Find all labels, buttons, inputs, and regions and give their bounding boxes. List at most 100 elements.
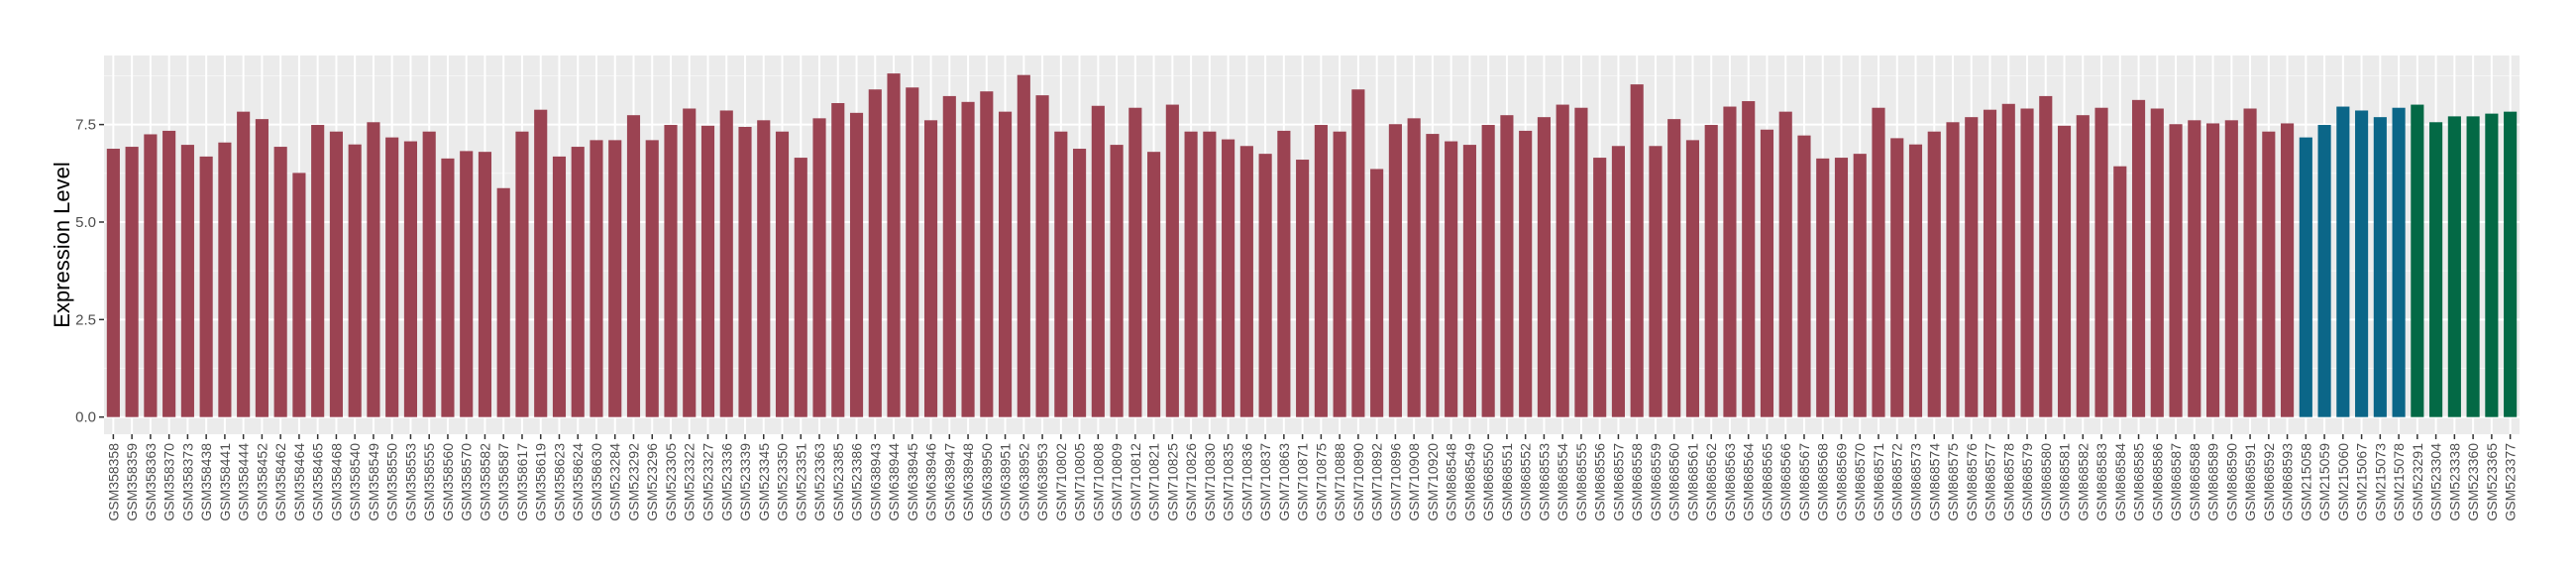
x-tick-label: GSM868560: [1666, 443, 1682, 521]
x-tick-label: GSM358624: [570, 443, 586, 521]
bar-GSM868562: [1704, 125, 1718, 417]
bar-GSM868548: [1445, 141, 1458, 417]
x-tick-label: GSM523296: [644, 443, 660, 521]
x-tick-label: GSM868548: [1444, 443, 1459, 521]
bar-GSM868561: [1685, 140, 1700, 417]
x-tick-label: GSM868578: [2000, 443, 2016, 521]
x-tick-label: GSM523363: [811, 443, 827, 521]
bar-GSM710812: [1128, 107, 1142, 417]
bar-GSM868572: [1890, 138, 1904, 417]
bar-GSM358441: [218, 142, 232, 417]
bar-GSM358452: [255, 119, 268, 417]
x-tick-label: GSM868586: [2149, 443, 2165, 521]
bar-GSM358623: [552, 156, 567, 417]
x-tick-label: GSM523385: [830, 443, 846, 521]
x-tick-label: GSM215078: [2391, 443, 2407, 521]
bar-GSM523304: [2429, 122, 2443, 417]
x-tick-label: GSM868584: [2112, 443, 2128, 521]
y-tick-label: 7.5: [75, 117, 96, 134]
x-tick-label: GSM523304: [2428, 443, 2444, 521]
bar-GSM868549: [1462, 145, 1476, 417]
bar-GSM358438: [199, 156, 213, 417]
x-tick-label: GSM523336: [718, 443, 734, 521]
bar-GSM868573: [1908, 144, 1923, 417]
x-tick-label: GSM710812: [1127, 443, 1143, 521]
x-tick-label: GSM868568: [1815, 443, 1831, 521]
x-tick-label: GSM868581: [2057, 443, 2073, 521]
x-tick-label: GSM868562: [1703, 443, 1719, 521]
bar-GSM523363: [812, 118, 826, 417]
bar-GSM638947: [942, 95, 956, 417]
bar-GSM868593: [2281, 123, 2295, 417]
x-tick-label: GSM523365: [2484, 443, 2500, 521]
bar-GSM358464: [292, 172, 306, 417]
bar-GSM868592: [2262, 131, 2276, 417]
bar-GSM868583: [2094, 107, 2108, 417]
x-tick-label: GSM868579: [2019, 443, 2035, 521]
x-tick-label: GSM523386: [849, 443, 865, 521]
x-tick-label: GSM358359: [124, 443, 140, 521]
x-tick-label: GSM710808: [1090, 443, 1106, 521]
x-tick-label: GSM868593: [2280, 443, 2296, 521]
x-tick-label: GSM215067: [2354, 443, 2370, 521]
y-tick-label: 0.0: [75, 409, 96, 426]
bar-GSM358560: [441, 158, 455, 417]
bar-GSM523291: [2411, 104, 2424, 417]
x-tick-label: GSM215073: [2372, 443, 2388, 521]
bar-GSM523339: [738, 126, 752, 417]
bar-GSM358465: [311, 125, 325, 417]
x-tick-label: GSM358555: [421, 443, 437, 521]
bar-GSM868559: [1649, 146, 1663, 417]
x-tick-label: GSM358623: [551, 443, 567, 521]
x-tick-label: GSM358553: [402, 443, 418, 521]
x-tick-label: GSM868580: [2038, 443, 2054, 521]
x-tick-label: GSM358617: [514, 443, 530, 521]
bar-GSM868556: [1593, 158, 1607, 417]
x-tick-label: GSM523350: [775, 443, 791, 521]
x-tick-label: GSM868591: [2242, 443, 2258, 521]
x-tick-label: GSM868556: [1592, 443, 1608, 521]
x-tick-label: GSM523327: [700, 443, 716, 521]
x-tick-label: GSM868576: [1964, 443, 1980, 521]
x-tick-label: GSM710908: [1406, 443, 1422, 521]
bar-GSM523360: [2466, 116, 2480, 417]
x-tick-label: GSM868589: [2205, 443, 2221, 521]
x-tick-label: GSM868590: [2223, 443, 2239, 521]
bar-GSM710890: [1351, 89, 1365, 417]
bar-GSM710892: [1370, 169, 1384, 417]
x-tick-label: GSM638950: [979, 443, 995, 521]
bar-GSM638948: [961, 101, 975, 417]
bar-GSM710821: [1147, 152, 1161, 417]
bar-GSM868577: [1983, 109, 1997, 417]
bar-GSM710825: [1165, 104, 1179, 417]
x-tick-label: GSM710836: [1238, 443, 1254, 521]
x-tick-label: GSM523377: [2503, 443, 2519, 521]
bar-GSM868563: [1723, 106, 1737, 417]
x-tick-label: GSM358452: [254, 443, 269, 521]
bar-GSM523305: [664, 125, 678, 417]
bar-GSM868558: [1630, 84, 1644, 417]
bar-GSM358624: [571, 147, 585, 417]
bar-GSM358373: [180, 145, 194, 417]
bar-GSM710836: [1239, 146, 1253, 417]
x-tick-label: GSM358619: [533, 443, 549, 521]
x-tick-label: GSM710863: [1276, 443, 1292, 521]
bar-GSM523377: [2504, 111, 2518, 417]
x-tick-label: GSM868554: [1555, 443, 1570, 521]
bar-GSM710888: [1333, 131, 1346, 417]
x-tick-label: GSM868563: [1722, 443, 1738, 521]
bar-GSM638946: [923, 120, 938, 417]
x-tick-label: GSM358373: [179, 443, 195, 521]
x-tick-label: GSM638952: [1016, 443, 1031, 521]
bar-GSM523284: [608, 140, 622, 417]
bar-GSM358462: [273, 147, 287, 417]
bar-GSM523296: [645, 140, 659, 417]
bar-GSM868581: [2057, 125, 2072, 417]
x-tick-label: GSM523322: [682, 443, 698, 521]
x-tick-label: GSM868550: [1480, 443, 1496, 521]
bar-GSM358363: [144, 134, 158, 417]
x-tick-label: GSM868555: [1573, 443, 1589, 521]
bar-GSM868582: [2076, 115, 2090, 417]
bar-GSM868575: [1946, 122, 1960, 417]
bar-GSM638945: [906, 87, 919, 417]
